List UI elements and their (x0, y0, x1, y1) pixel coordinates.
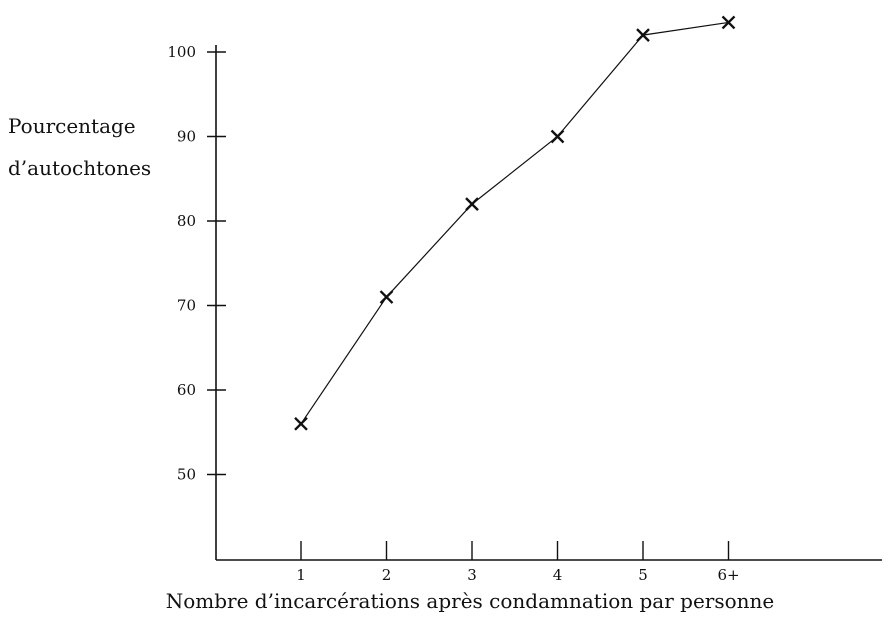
x-tick-label: 3 (467, 566, 477, 584)
marker-stroke-b (550, 129, 565, 144)
data-point-marker (550, 129, 565, 144)
marker-stroke-b (379, 290, 394, 304)
x-tick-label: 1 (296, 566, 306, 584)
x-axis-title: Nombre d’incarcérations après condamnati… (166, 589, 775, 613)
y-tick-label: 50 (177, 466, 196, 484)
y-tick-label: 60 (177, 381, 196, 399)
data-point-marker (294, 416, 308, 431)
x-tick-label: 2 (382, 566, 392, 584)
x-tick-label: 4 (553, 566, 563, 584)
y-tick-label: 70 (177, 297, 196, 315)
x-tick-label: 6+ (717, 566, 739, 584)
marker-stroke-b (721, 15, 736, 30)
marker-stroke-b (636, 28, 650, 42)
data-point-marker (636, 28, 650, 42)
series (294, 15, 736, 431)
data-point-marker (379, 290, 394, 304)
marker-stroke-b (294, 416, 308, 431)
y-axis-title-line-2: d’autochtones (8, 156, 151, 180)
y-ticks: 50 60 70 80 90 100 (167, 43, 226, 484)
axes (215, 45, 882, 561)
y-axis-title-line-1: Pourcentage (8, 114, 136, 138)
data-point-marker (721, 15, 736, 30)
x-ticks: 1 2 3 4 5 6+ (296, 541, 740, 584)
x-tick-label: 5 (638, 566, 648, 584)
y-tick-label: 100 (167, 43, 196, 61)
series-line (300, 21, 729, 425)
y-tick-label: 90 (177, 128, 196, 146)
marker-stroke-b (465, 197, 479, 211)
y-tick-label: 80 (177, 212, 196, 230)
data-point-marker (465, 197, 479, 211)
